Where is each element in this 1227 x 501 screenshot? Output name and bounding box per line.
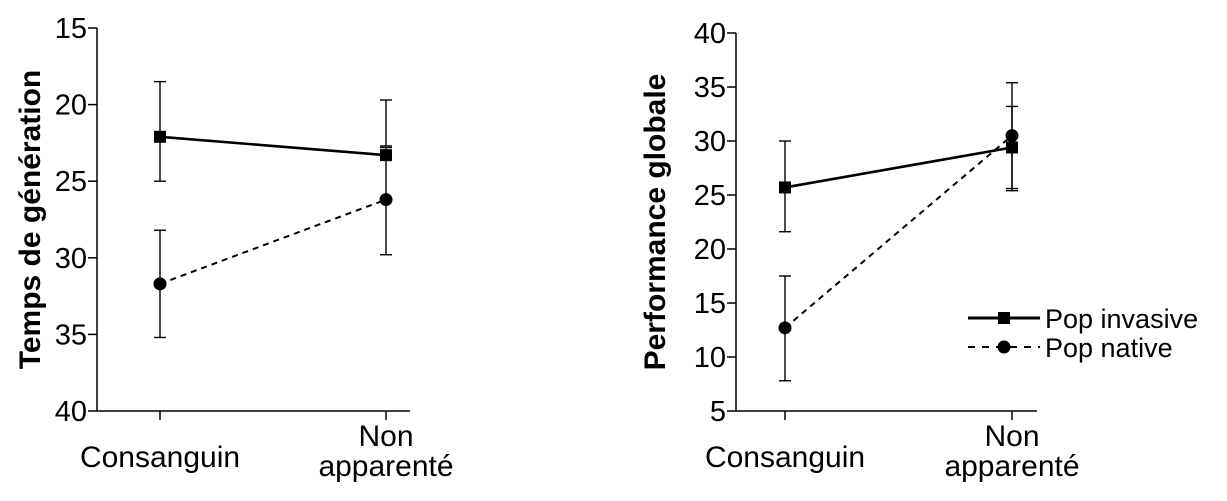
data-point-circle — [778, 321, 792, 335]
data-point-circle — [379, 193, 393, 207]
y-tick-label: 10 — [694, 342, 726, 374]
y-tick-label: 40 — [694, 18, 726, 50]
data-point-square — [779, 181, 791, 194]
data-point-circle — [153, 277, 167, 291]
legend-marker-circle — [997, 340, 1011, 354]
legend-label: Pop invasive — [1045, 304, 1198, 334]
series-line — [784, 146, 1013, 189]
legend-entry-invasive: Pop invasive — [968, 304, 1198, 334]
y-tick-label: 35 — [55, 319, 87, 351]
y-tick-label: 30 — [55, 243, 87, 275]
series-invasive — [154, 80, 392, 182]
x-tick-label: Non apparenté — [944, 420, 1079, 483]
y-tick-label: 15 — [55, 13, 87, 45]
series-line — [784, 134, 1013, 329]
y-tick-label: 25 — [55, 166, 87, 198]
series-line — [159, 135, 387, 157]
series-native — [778, 81, 1019, 382]
x-tick-label: Consanguin — [80, 441, 240, 474]
data-point-square — [154, 130, 166, 143]
x-tick-label: Consanguin — [705, 441, 865, 474]
series-invasive — [779, 105, 1018, 233]
panel-generation-time: 15 20 25 30 35 40 Consanguin Non apparenté Temps … — [14, 13, 454, 483]
y-tick-label: 30 — [694, 126, 726, 158]
y-axis-title: Temps de génération — [14, 70, 47, 370]
y-tick-label: 35 — [694, 72, 726, 104]
x-tick-label: Non apparenté — [318, 420, 453, 483]
y-tick-label: 25 — [694, 180, 726, 212]
y-tick-label: 20 — [55, 90, 87, 122]
y-tick-label: 15 — [694, 288, 726, 320]
y-tick-label: 40 — [55, 396, 87, 428]
y-tick-label: 5 — [710, 396, 726, 428]
series-native — [153, 146, 393, 339]
series-line — [159, 198, 387, 285]
panel-overall-performance: 5 10 15 20 25 30 35 40 Consanguin Non apparenté Per… — [639, 18, 1080, 483]
legend-marker-square — [998, 312, 1010, 324]
y-tick-label: 20 — [694, 234, 726, 266]
data-point-circle — [1005, 129, 1019, 143]
y-axis-title: Performance globale — [639, 74, 672, 371]
legend-entry-native: Pop native — [968, 333, 1173, 363]
legend-label: Pop native — [1045, 333, 1173, 363]
